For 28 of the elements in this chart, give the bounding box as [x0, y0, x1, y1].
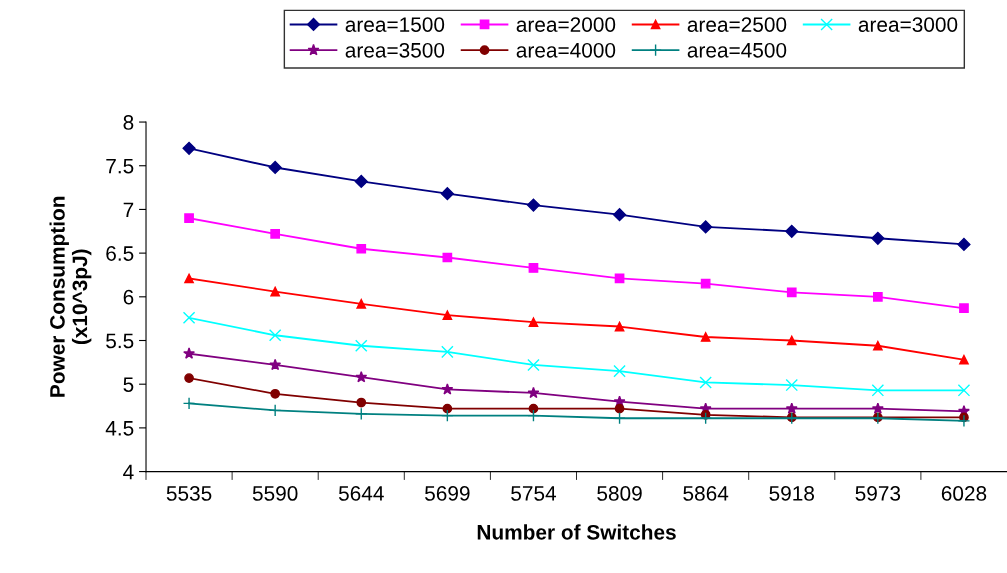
y-tick-label: 6 [123, 289, 134, 305]
x-tick-label: 6028 [941, 486, 987, 501]
x-tick-label: 5864 [683, 486, 729, 501]
legend-label: area=2500 [687, 17, 787, 32]
y-tick-label: 4 [123, 464, 134, 480]
y-tick-label: 5.5 [106, 333, 134, 349]
y-tick-label: 7.5 [106, 158, 134, 174]
x-tick-label: 5973 [855, 486, 901, 501]
x-tick-label: 5699 [425, 486, 470, 501]
y-tick-label: 8 [123, 115, 134, 130]
x-tick-label: 5535 [166, 486, 212, 501]
y-tick-label: 6.5 [106, 246, 134, 261]
legend-label: area=4000 [516, 42, 616, 58]
legend-label: area=1500 [345, 17, 445, 32]
x-tick-label: 5918 [769, 486, 815, 501]
legend-label: area=4500 [687, 42, 787, 58]
y-tick-label: 4.5 [105, 421, 134, 436]
y-tick-label: 7 [123, 202, 134, 217]
y-axis-title: Power Consumption (x10^3pJ) [49, 196, 92, 397]
x-axis-title: Number of Switches [477, 524, 676, 540]
x-tick-label: 5590 [252, 486, 298, 501]
legend-label: area=3000 [858, 17, 958, 32]
x-tick-label: 5754 [511, 486, 557, 501]
x-tick-label: 5644 [338, 486, 384, 501]
legend-label: area=2000 [516, 17, 616, 32]
x-tick-label: 5809 [597, 486, 642, 501]
legend-label: area=3500 [345, 42, 445, 58]
y-tick-label: 5 [123, 377, 134, 392]
